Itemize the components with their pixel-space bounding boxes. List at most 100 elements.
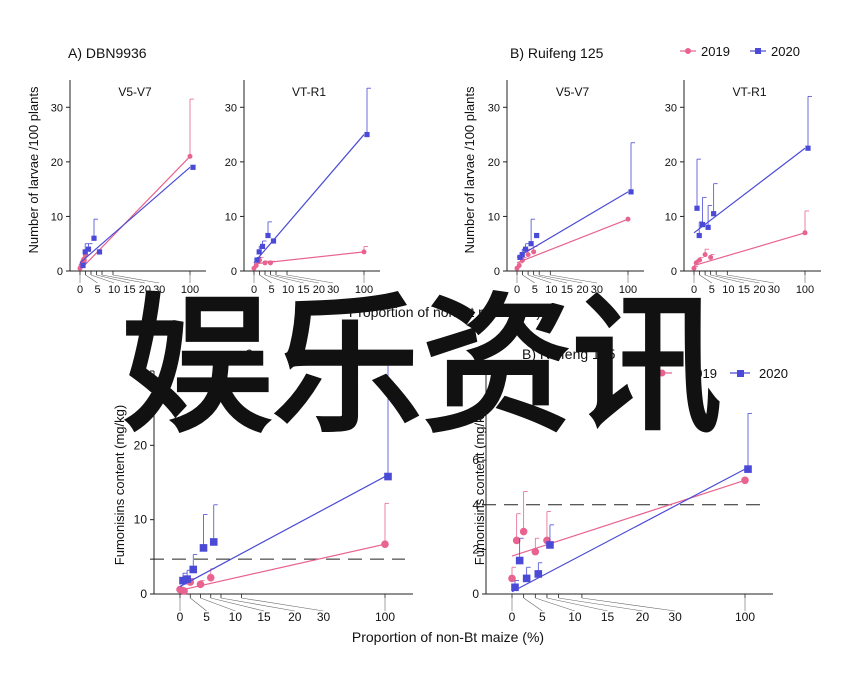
x-tick-label: 5 (709, 284, 715, 296)
x-tick-label: 0 (177, 610, 184, 624)
x-tick-label: 30 (327, 284, 339, 296)
x-tick-label: 0 (77, 284, 83, 296)
point-2020 (522, 574, 531, 583)
x-tick-leader (699, 274, 712, 284)
point-2019 (81, 257, 87, 263)
x-tick-leader (220, 597, 295, 612)
fumonisins-y-label-c: Fumonisins content (mg/kg) (112, 405, 127, 565)
point-2020 (384, 472, 392, 481)
x-tick-label: 100 (619, 284, 637, 296)
point-2019 (702, 252, 708, 258)
point-2020 (534, 570, 543, 578)
x-tick-leader (727, 274, 774, 284)
point-2020 (85, 246, 92, 252)
x-tick-leader (112, 274, 160, 284)
point-2020 (515, 556, 524, 565)
x-tick-label: 100 (735, 610, 755, 624)
y-tick-label: 30 (225, 102, 237, 114)
x-tick-label: 10 (545, 284, 557, 296)
y-tick-label: 10 (134, 513, 148, 527)
legend-2019-label: 2019 (701, 44, 730, 59)
point-2020 (534, 232, 540, 239)
x-tick-label: 100 (375, 610, 395, 624)
point-2019 (381, 540, 389, 548)
fit-line-2020 (511, 468, 746, 593)
x-tick-leader (716, 274, 760, 284)
point-2020 (183, 575, 191, 583)
fit-line-2019 (693, 232, 806, 267)
x-tick-label: 5 (532, 284, 538, 296)
point-2019 (741, 476, 749, 485)
x-tick-label: 20 (139, 284, 151, 296)
x-tick-leader (535, 597, 576, 612)
point-2019 (802, 230, 808, 236)
panel-c-title: 6 (245, 346, 253, 362)
y-tick-label: 20 (665, 157, 677, 169)
y-tick-label: 4 (472, 498, 479, 512)
point-2020 (96, 249, 103, 255)
point-2020 (699, 222, 706, 228)
x-tick-leader (546, 597, 608, 612)
y-tick-label: 10 (488, 211, 500, 223)
legend-2019-marker (685, 48, 691, 54)
x-tick-leader (190, 597, 207, 612)
y-tick-label: 20 (225, 157, 237, 169)
fit-line-2020 (79, 166, 191, 264)
x-tick-leader (241, 597, 324, 612)
x-tick-label: 100 (181, 284, 199, 296)
point-2019 (697, 257, 703, 263)
point-2020 (696, 232, 702, 239)
y-tick-label: 30 (134, 364, 148, 378)
x-tick-label: 15 (123, 284, 135, 296)
panel-a-title: A) DBN9936 (68, 45, 147, 61)
x-tick-leader (210, 597, 265, 612)
x-tick-label: 5 (269, 284, 275, 296)
legend-bottom-2020-label: 2020 (759, 366, 788, 381)
y-tick-label: 10 (51, 211, 63, 223)
y-tick-label: 8 (472, 409, 479, 423)
x-tick-leader (96, 274, 130, 284)
fit-line-2020 (693, 147, 806, 234)
legend-bottom-2019-label: 2019 (688, 366, 717, 381)
x-tick-label: 10 (282, 284, 294, 296)
watermark-text: 娱乐资讯 (122, 282, 722, 450)
point-2019 (206, 573, 215, 582)
point-2019 (253, 263, 259, 269)
x-tick-label: 15 (257, 610, 271, 624)
x-tick-label: 10 (108, 284, 120, 296)
larvae-x-label: Proportion of non-Bt maize (%) (349, 304, 541, 320)
fit-line-2020 (253, 134, 365, 264)
x-tick-label: 20 (753, 284, 765, 296)
point-2020 (259, 243, 266, 250)
x-tick-leader (523, 597, 543, 612)
x-tick-leader (200, 597, 236, 612)
point-2020 (744, 465, 752, 473)
x-tick-leader (528, 274, 552, 284)
fit-line-2019 (516, 218, 629, 264)
point-2019 (180, 587, 188, 595)
point-2019 (693, 260, 699, 266)
y-tick-label: 20 (488, 157, 500, 169)
y-tick-label: 10 (466, 364, 480, 378)
point-2019 (525, 252, 531, 258)
x-tick-label: 10 (722, 284, 734, 296)
point-2019 (361, 249, 367, 255)
x-tick-label: 15 (561, 284, 573, 296)
point-2020 (364, 131, 370, 138)
x-tick-leader (522, 274, 535, 284)
x-tick-label: 30 (591, 284, 603, 296)
y-tick-label: 0 (140, 587, 147, 601)
x-tick-label: 15 (738, 284, 750, 296)
x-tick-leader (550, 274, 597, 284)
point-2020 (190, 164, 196, 170)
point-2019 (196, 580, 205, 589)
x-tick-leader (710, 274, 745, 284)
x-tick-leader (705, 274, 729, 284)
legend-2020-label: 2020 (771, 44, 800, 59)
y-tick-label: 0 (494, 266, 500, 278)
point-2019 (268, 260, 273, 266)
y-tick-label: 2 (472, 542, 479, 556)
